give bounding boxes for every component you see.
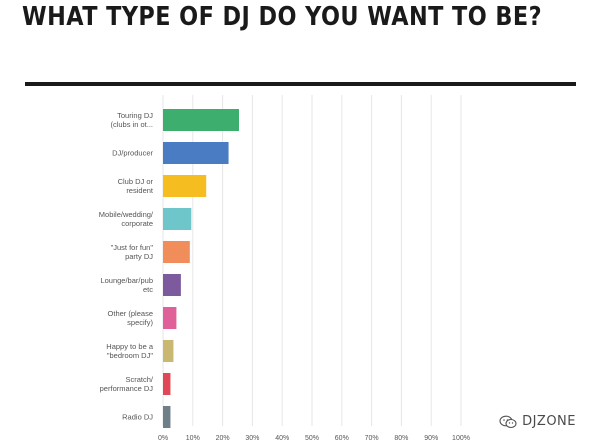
- category-label: Mobile/wedding/corporate: [99, 210, 154, 228]
- category-label: "Just for fun" party DJ: [111, 243, 154, 261]
- page-title: WHAT TYPE OF DJ DO YOU WANT TO BE?: [22, 2, 542, 32]
- category-label: Club DJ or resident: [118, 177, 154, 195]
- watermark: DJZONE: [499, 414, 576, 429]
- x-tick-label: 40%: [275, 435, 289, 442]
- bar: [163, 175, 207, 197]
- category-label: Happy to be a "bedroom DJ": [106, 342, 154, 360]
- category-label: DJ/producer: [112, 149, 153, 158]
- category-label: Lounge/bar/pub etc: [100, 276, 153, 294]
- bar: [163, 406, 171, 428]
- x-tick-label: 70%: [365, 435, 379, 442]
- x-tick-label: 100%: [452, 435, 470, 442]
- bar: [163, 274, 181, 296]
- x-tick-label: 90%: [424, 435, 438, 442]
- category-label: Other (please specify): [108, 309, 154, 327]
- bar: [163, 241, 190, 263]
- bar: [163, 109, 239, 131]
- x-tick-label: 50%: [305, 435, 319, 442]
- category-label: Touring DJ (clubs in ot...: [110, 111, 153, 129]
- bar: [163, 340, 174, 362]
- x-tick-label: 80%: [394, 435, 408, 442]
- bar-chart: 0% 10% 20% 30% 40% 50% 60% 70% 80% 90% 100% Touring…: [99, 95, 470, 442]
- x-tick-label: 30%: [245, 435, 259, 442]
- bar: [163, 208, 192, 230]
- x-tick-label: 60%: [335, 435, 349, 442]
- bar: [163, 307, 177, 329]
- x-tick-label: 20%: [216, 435, 230, 442]
- title-divider: [25, 82, 576, 86]
- x-tick-label: 10%: [186, 435, 200, 442]
- x-tick-label: 0%: [158, 435, 168, 442]
- watermark-text: DJZONE: [522, 414, 576, 429]
- category-label: Scratch/performance DJ: [100, 375, 154, 393]
- bar: [163, 373, 171, 395]
- category-label: Radio DJ: [122, 413, 153, 422]
- wechat-icon: [499, 415, 517, 428]
- bar: [163, 142, 229, 164]
